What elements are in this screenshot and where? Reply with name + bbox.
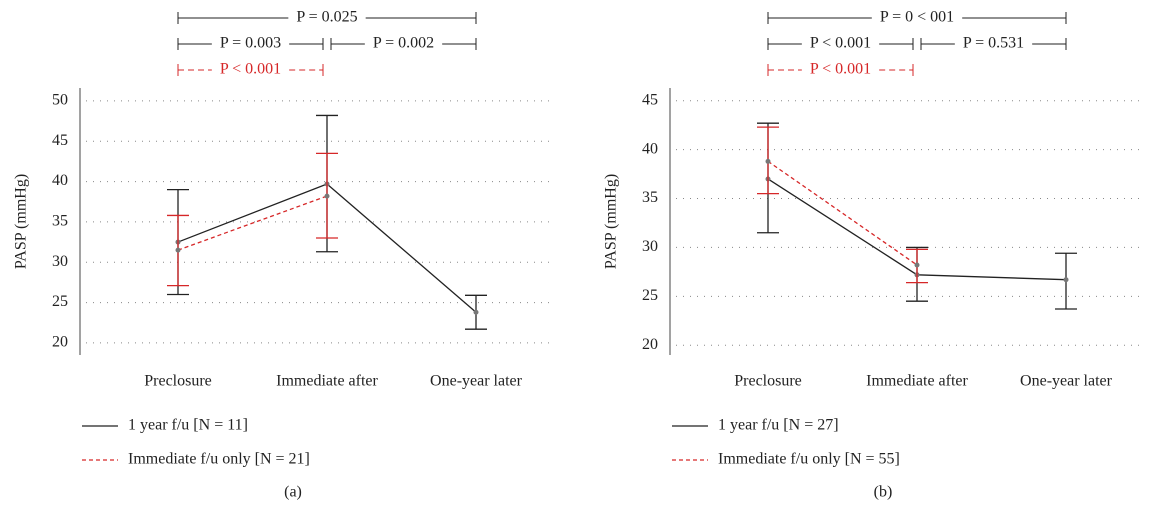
y-tick-label: 20 [642, 336, 658, 353]
series-line [767, 160, 918, 266]
y-axis-label: PASP (mmHg) [13, 174, 30, 269]
legend-label: Immediate f/u only [N = 55] [718, 451, 900, 468]
x-tick-label: Preclosure [734, 373, 802, 390]
y-tick-label: 30 [642, 238, 658, 255]
y-tick-label: 35 [642, 189, 658, 206]
annotation-text: P = 0.531 [963, 35, 1024, 52]
annotation-text: P = 0 < 001 [880, 9, 954, 26]
y-tick-label: 40 [642, 140, 658, 157]
annotation-text: P < 0.001 [220, 61, 281, 78]
y-tick-label: 50 [52, 92, 68, 109]
annotation-text: P < 0.001 [810, 61, 871, 78]
y-tick-label: 20 [52, 334, 68, 351]
panel-label: (b) [874, 484, 893, 501]
annotation-text: P = 0.003 [220, 35, 281, 52]
point [765, 158, 771, 164]
point [324, 193, 330, 199]
y-tick-label: 45 [52, 132, 68, 149]
x-tick-label: Preclosure [144, 373, 212, 390]
y-tick-label: 40 [52, 172, 68, 189]
legend-label: Immediate f/u only [N = 21] [128, 451, 310, 468]
annotation-text: P = 0.002 [373, 35, 434, 52]
x-tick-label: Immediate after [866, 373, 968, 390]
point [1063, 277, 1069, 283]
y-tick-label: 25 [642, 287, 658, 304]
legend-label: 1 year f/u [N = 27] [718, 417, 839, 434]
point [473, 309, 479, 315]
panel-label: (a) [284, 484, 302, 501]
y-tick-label: 35 [52, 213, 68, 230]
legend-label: 1 year f/u [N = 11] [128, 417, 248, 434]
x-tick-label: Immediate after [276, 373, 378, 390]
y-axis-label: PASP (mmHg) [603, 174, 620, 269]
point [175, 247, 181, 253]
y-tick-label: 45 [642, 91, 658, 108]
point [914, 262, 920, 268]
series-line [177, 195, 328, 251]
annotation-text: P < 0.001 [810, 35, 871, 52]
x-tick-label: One-year later [1020, 373, 1113, 390]
y-tick-label: 25 [52, 293, 68, 310]
y-tick-label: 30 [52, 253, 68, 270]
annotation-text: P = 0.025 [296, 9, 357, 26]
x-tick-label: One-year later [430, 373, 523, 390]
